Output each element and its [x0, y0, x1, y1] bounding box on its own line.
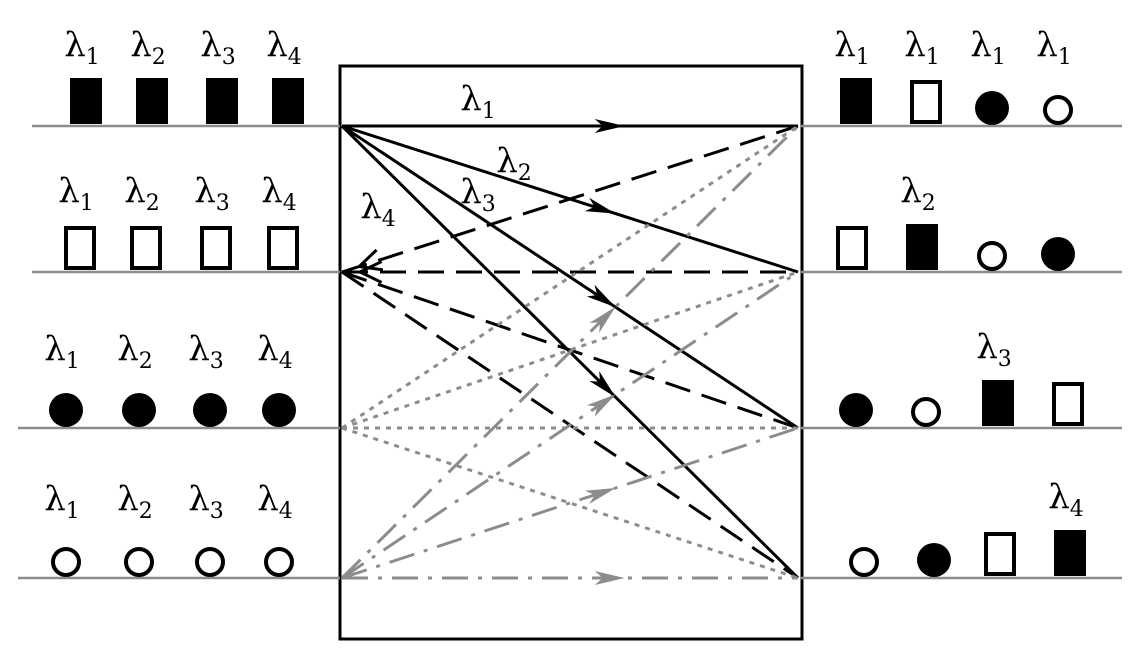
- filled-circle-marker: [262, 393, 296, 427]
- wavelength-label: λ3: [976, 327, 1012, 372]
- connection-dashdot: [341, 426, 799, 580]
- connection-dot: [341, 270, 799, 430]
- arrowhead: [589, 306, 616, 333]
- wavelength-label: λ4: [266, 25, 302, 70]
- wavelength-label: λ4: [257, 479, 293, 524]
- filled-circle-marker: [975, 91, 1009, 125]
- arrowhead: [594, 571, 625, 585]
- wavelength-label: λ1: [460, 79, 496, 124]
- wavelength-label: λ3: [200, 25, 236, 70]
- wavelength-label: λ3: [188, 479, 224, 524]
- filled-circle-marker: [193, 393, 227, 427]
- arrowhead: [584, 197, 616, 214]
- connection-paths: [340, 119, 800, 585]
- open-rect-marker: [836, 226, 868, 270]
- open-rect-marker: [1052, 382, 1084, 426]
- wavelength-label: λ1: [904, 25, 940, 70]
- filled-rect-marker: [70, 78, 102, 124]
- right-output-ports: λ1 λ1 λ1 λ1 λ2 λ3 λ4: [834, 25, 1086, 577]
- filled-circle-marker: [49, 393, 83, 427]
- arrowhead: [584, 488, 616, 505]
- open-circle-marker: [1043, 95, 1073, 125]
- filled-circle-marker: [122, 393, 156, 427]
- left-port-lines: [18, 124, 340, 580]
- arrowhead: [586, 284, 616, 308]
- open-arrowhead: [356, 260, 383, 284]
- wavelength-label: λ2: [117, 479, 153, 524]
- open-rect-marker: [267, 226, 299, 270]
- wavelength-label: λ4: [261, 171, 297, 216]
- filled-rect-marker: [136, 78, 168, 124]
- open-rect-marker: [984, 532, 1016, 576]
- arrowhead: [594, 119, 625, 133]
- open-circle-marker: [849, 547, 879, 577]
- filled-circle-marker: [917, 543, 951, 577]
- wavelength-label: λ4: [257, 329, 293, 374]
- filled-circle-marker: [839, 393, 873, 427]
- open-arrowhead: [355, 248, 384, 272]
- right-port-lines: [800, 124, 1122, 580]
- filled-rect-marker: [840, 78, 872, 124]
- open-rect-marker: [200, 226, 232, 270]
- wavelength-label: λ2: [124, 171, 160, 216]
- wavelength-label: λ4: [360, 187, 396, 232]
- open-circle-marker: [911, 397, 941, 427]
- connection-dot: [341, 426, 799, 580]
- connection-dash: [341, 124, 799, 274]
- filled-rect-marker: [906, 224, 938, 270]
- open-rect-marker: [64, 226, 96, 270]
- wavelength-label: λ1: [970, 25, 1006, 70]
- wavelength-label: λ1: [44, 329, 80, 374]
- connection-dashdot: [340, 124, 800, 580]
- wavelength-label: λ1: [44, 479, 80, 524]
- filled-rect-marker: [1054, 530, 1086, 576]
- wavelength-label: λ1: [834, 25, 870, 70]
- open-circle-marker: [977, 241, 1007, 271]
- filled-circle-marker: [1041, 237, 1075, 271]
- connection-dot: [341, 124, 799, 430]
- open-circle-marker: [195, 547, 225, 577]
- left-input-ports: λ1 λ2 λ3 λ4 λ1 λ2 λ3 λ4 λ1 λ2 λ3 λ4 λ1 λ2 λ3 λ4: [44, 25, 304, 577]
- wavelength-label: λ1: [58, 171, 94, 216]
- open-circle-marker: [264, 547, 294, 577]
- open-circle-marker: [124, 547, 154, 577]
- router-box: [338, 64, 804, 641]
- wavelength-label: λ2: [117, 329, 153, 374]
- wavelength-label: λ4: [1048, 477, 1084, 522]
- wavelength-label: λ2: [496, 141, 532, 186]
- wavelength-label: λ2: [900, 171, 936, 216]
- connection-solid: [341, 124, 799, 430]
- wavelength-label: λ3: [194, 171, 230, 216]
- filled-rect-marker: [982, 380, 1014, 426]
- connection-dashdot: [341, 270, 799, 580]
- filled-rect-marker: [272, 78, 304, 124]
- wavelength-label: λ3: [188, 329, 224, 374]
- wavelength-label: λ1: [64, 25, 100, 70]
- filled-rect-marker: [206, 78, 238, 124]
- arrowhead: [589, 371, 616, 398]
- wavelength-label: λ1: [1036, 25, 1072, 70]
- open-rect-marker: [130, 226, 162, 270]
- open-rect-marker: [910, 80, 942, 124]
- open-circle-marker: [51, 547, 81, 577]
- wavelength-label: λ3: [460, 172, 496, 217]
- wavelength-label: λ2: [130, 25, 166, 70]
- arrowhead: [586, 394, 616, 417]
